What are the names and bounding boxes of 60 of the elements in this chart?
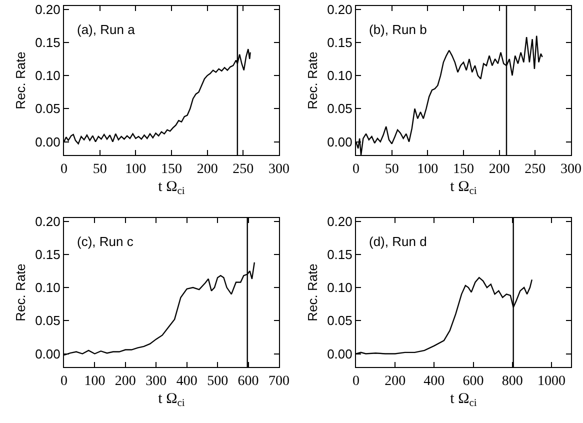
y-tick-label: 0.15 <box>35 246 60 262</box>
x-tick-label: 200 <box>384 374 406 389</box>
y-tick-label: 0.20 <box>327 2 352 17</box>
x-tick-label: 1000 <box>537 374 566 389</box>
y-tick-label: 0.20 <box>35 2 60 17</box>
x-tick-label: 100 <box>125 162 146 177</box>
y-tick-label: 0.05 <box>35 313 60 328</box>
x-tick-label: 700 <box>268 374 290 389</box>
y-tick-label: 0.05 <box>327 101 352 116</box>
x-axis-title: t Ω$_{ci}$ <box>158 178 185 197</box>
y-tick-label: 0.00 <box>327 134 352 150</box>
y-tick-label: 0.15 <box>327 34 352 50</box>
annotation: (d), Run d <box>369 234 427 249</box>
x-axis-title: t Ω$_{ci}$ <box>450 390 477 409</box>
x-axis-title: t Ω$_{ci}$ <box>158 390 185 409</box>
annotation: (c), Run c <box>77 234 134 249</box>
y-axis-title: Rec. Rate <box>305 264 320 322</box>
x-tick-label: 500 <box>207 374 228 389</box>
x-tick-label: 400 <box>424 374 445 389</box>
x-tick-label: 50 <box>384 162 399 177</box>
x-tick-label: 0 <box>352 162 360 177</box>
x-tick-label: 150 <box>161 162 182 177</box>
y-tick-label: 0.20 <box>35 214 60 229</box>
x-tick-label: 200 <box>114 374 136 389</box>
x-tick-label: 300 <box>268 162 290 177</box>
annotation: (b), Run b <box>369 22 427 37</box>
y-tick-label: 0.20 <box>327 214 352 229</box>
x-tick-label: 0 <box>60 162 68 177</box>
y-tick-label: 0.15 <box>35 34 60 50</box>
x-axis-title: t Ω$_{ci}$ <box>450 178 477 197</box>
y-tick-label: 0.10 <box>35 68 60 84</box>
x-tick-label: 200 <box>488 162 510 177</box>
x-tick-label: 100 <box>84 374 106 389</box>
x-tick-label: 800 <box>502 374 523 389</box>
x-tick-label: 50 <box>92 162 107 177</box>
y-tick-label: 0.05 <box>35 101 60 116</box>
x-tick-label: 300 <box>560 162 582 177</box>
y-tick-label: 0.00 <box>35 134 60 150</box>
y-axis-title: Rec. Rate <box>13 264 28 322</box>
x-tick-label: 0 <box>352 374 360 389</box>
x-tick-label: 300 <box>146 374 167 389</box>
y-tick-label: 0.15 <box>327 246 352 262</box>
x-tick-label: 250 <box>524 162 546 177</box>
y-tick-label: 0.10 <box>327 280 352 296</box>
y-tick-label: 0.00 <box>35 346 60 362</box>
y-axis-title: Rec. Rate <box>13 52 28 110</box>
y-tick-label: 0.00 <box>327 346 352 362</box>
x-tick-label: 100 <box>417 162 438 177</box>
x-tick-label: 200 <box>196 162 218 177</box>
x-tick-label: 600 <box>462 374 484 389</box>
y-tick-label: 0.05 <box>327 313 352 328</box>
x-tick-label: 150 <box>453 162 474 177</box>
x-tick-label: 250 <box>232 162 254 177</box>
x-tick-label: 600 <box>238 374 259 389</box>
y-tick-label: 0.10 <box>35 280 60 296</box>
x-tick-label: 400 <box>176 374 198 389</box>
x-tick-label: 0 <box>60 374 68 389</box>
y-tick-label: 0.10 <box>327 68 352 84</box>
annotation: (a), Run a <box>77 22 136 37</box>
y-axis-title: Rec. Rate <box>305 52 320 110</box>
